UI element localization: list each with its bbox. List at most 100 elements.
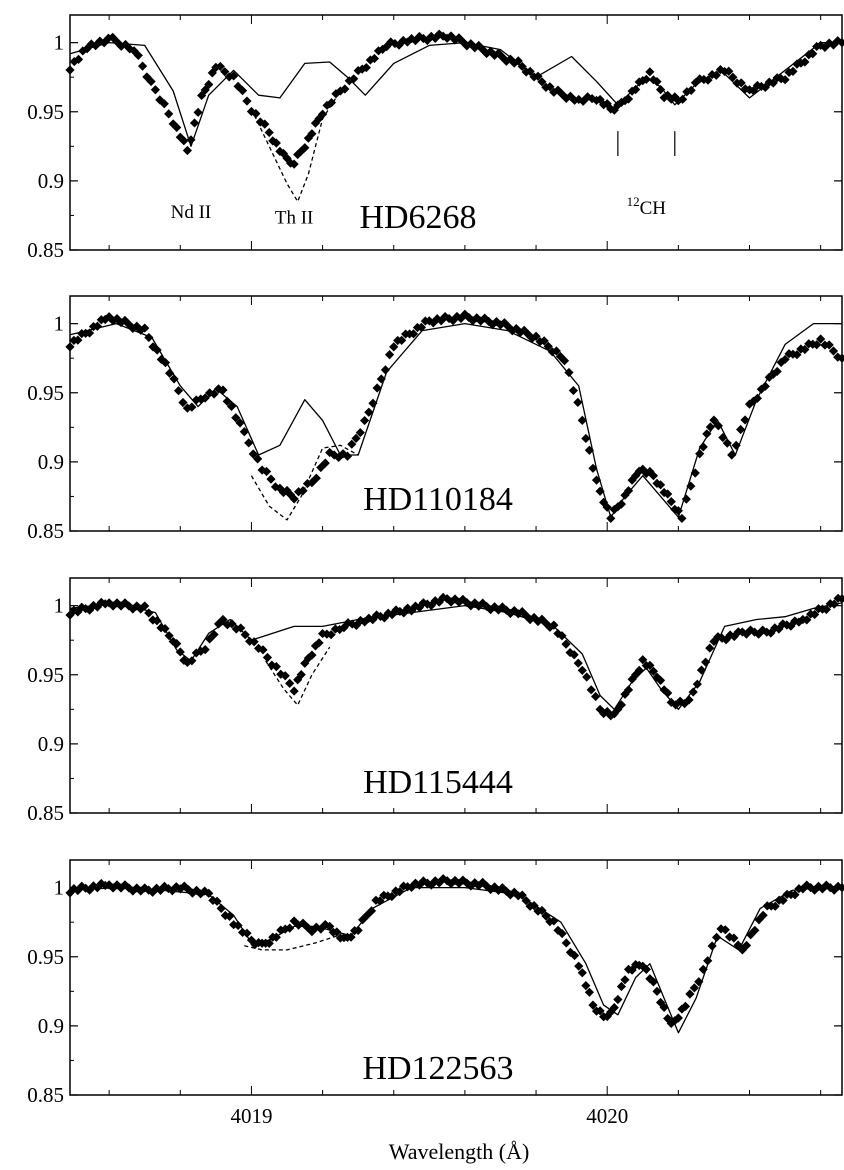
observed-point — [298, 918, 308, 928]
observed-point — [246, 935, 257, 945]
observed-point — [410, 878, 421, 888]
observed-point — [229, 71, 239, 81]
observed-point — [684, 695, 694, 705]
line-annotation: Th II — [275, 208, 314, 229]
observed-point — [140, 883, 150, 893]
observed-point — [289, 494, 299, 504]
observed-point — [359, 415, 370, 426]
observed-point — [609, 1003, 619, 1013]
observed-point — [529, 901, 539, 911]
observed-point — [351, 620, 361, 631]
observed-point — [833, 881, 843, 892]
observed-point — [387, 891, 397, 902]
observed-point — [641, 964, 651, 974]
observed-point — [311, 473, 321, 483]
observed-point — [159, 99, 169, 109]
observed-point — [701, 657, 711, 667]
y-tick-label: 0.9 — [38, 450, 64, 474]
observed-point — [543, 341, 553, 351]
plot-frame — [69, 295, 843, 532]
observed-point — [351, 433, 361, 443]
observed-point — [112, 37, 122, 47]
y-tick-label: 0.9 — [38, 732, 64, 756]
observed-point — [652, 672, 662, 682]
observed-point — [565, 647, 575, 658]
observed-point — [606, 513, 616, 524]
observed-point — [623, 94, 634, 104]
observed-point — [116, 317, 126, 328]
observed-point — [270, 482, 281, 492]
observed-point — [468, 316, 478, 326]
observed-point — [242, 928, 252, 938]
observed-point — [756, 81, 766, 92]
observed-point — [316, 462, 326, 473]
observed-point — [715, 65, 726, 75]
observed-point — [146, 76, 156, 87]
observed-point — [790, 890, 800, 900]
observed-point — [792, 59, 802, 69]
observed-point — [474, 881, 484, 891]
observed-point — [577, 968, 587, 978]
observed-point — [599, 708, 609, 719]
plot-frame — [69, 577, 843, 814]
observed-point — [620, 689, 630, 699]
y-tick-label: 0.9 — [38, 169, 64, 193]
observed-point — [517, 890, 527, 900]
observed-point — [638, 961, 648, 971]
observed-point — [375, 896, 385, 906]
observed-point — [132, 321, 142, 331]
observed-point — [314, 114, 324, 124]
observed-point — [280, 671, 290, 681]
observed-point — [222, 396, 232, 406]
observed-point — [343, 618, 353, 628]
observed-point — [200, 85, 210, 95]
observed-point — [770, 623, 780, 633]
observed-point — [681, 494, 691, 504]
observed-point — [84, 605, 95, 615]
observed-point — [104, 598, 114, 608]
observed-point — [513, 56, 523, 66]
observed-point — [342, 451, 353, 461]
y-tick-label: 0.85 — [27, 801, 64, 825]
observed-point — [418, 598, 428, 608]
x-axis-label: Wavelength (Å) — [389, 1139, 530, 1164]
observed-point — [446, 597, 456, 607]
observed-point — [137, 61, 148, 71]
observed-point — [424, 316, 434, 326]
observed-point — [788, 66, 798, 76]
observed-point — [434, 878, 444, 888]
observed-point — [666, 697, 676, 708]
spectrum-panel-hd6268: 0.85 0.9 0.95 1 HD6268 Nd II Th II 12CH — [27, 14, 844, 262]
observed-point — [489, 602, 500, 612]
observed-point — [165, 368, 175, 378]
observed-point — [462, 597, 472, 608]
observed-point — [821, 604, 831, 615]
observed-point — [545, 82, 555, 92]
observed-point — [200, 645, 210, 655]
observed-point — [489, 882, 500, 892]
observed-point — [236, 623, 246, 633]
observed-point — [226, 401, 237, 412]
observed-point — [505, 890, 515, 900]
observed-point — [278, 148, 289, 159]
observed-point — [355, 615, 366, 626]
observed-point — [521, 896, 531, 906]
observed-point — [792, 350, 802, 360]
observed-point — [584, 987, 595, 997]
observed-point — [148, 887, 158, 897]
observed-point — [116, 41, 126, 51]
observed-point — [581, 433, 591, 444]
observed-point — [802, 615, 812, 625]
observed-point — [81, 883, 91, 893]
observed-point — [677, 513, 687, 524]
observed-point — [227, 619, 237, 629]
observed-point — [335, 624, 345, 635]
observed-point — [434, 29, 444, 39]
observed-point — [758, 910, 768, 920]
observed-point — [163, 883, 174, 894]
observed-point — [384, 350, 395, 360]
observed-point — [136, 325, 146, 335]
observed-point — [678, 94, 688, 104]
observed-point — [584, 445, 595, 455]
observed-point — [533, 906, 543, 916]
